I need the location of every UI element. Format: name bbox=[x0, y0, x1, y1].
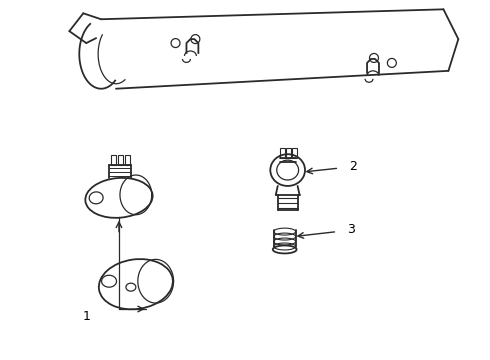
Text: 2: 2 bbox=[349, 159, 357, 172]
Text: 3: 3 bbox=[347, 223, 355, 236]
Text: 1: 1 bbox=[82, 310, 90, 323]
